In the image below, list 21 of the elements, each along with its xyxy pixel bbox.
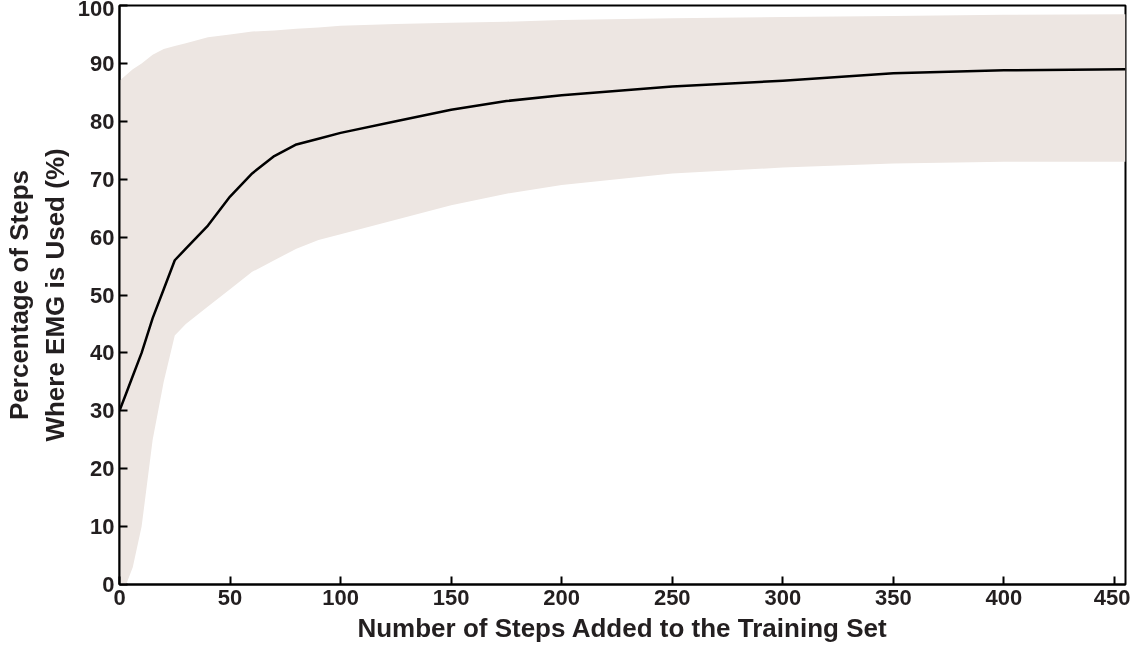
y-tick-label: 100 [77, 0, 115, 21]
x-tick-label: 250 [653, 584, 691, 610]
x-tick-label: 400 [985, 584, 1023, 610]
x-tick-label: 200 [543, 584, 581, 610]
x-tick-label: 150 [432, 584, 470, 610]
x-axis-title: Number of Steps Added to the Training Set [357, 612, 887, 643]
y-tick-label: 70 [90, 166, 115, 192]
x-tick-label: 350 [874, 584, 912, 610]
y-tick-label: 30 [90, 398, 115, 424]
y-tick-label: 40 [90, 340, 115, 366]
y-tick-label: 10 [90, 514, 115, 540]
y-tick-label: 90 [90, 50, 115, 76]
y-tick-label: 60 [90, 224, 115, 250]
y-axis-title: Percentage of Steps Where EMG is Used (%) [3, 148, 70, 442]
y-tick-label: 50 [90, 282, 115, 308]
y-tick-label: 20 [90, 456, 115, 482]
x-tick-label: 50 [217, 584, 243, 610]
x-tick-label: 300 [764, 584, 802, 610]
y-tick-label: 80 [90, 108, 115, 134]
x-tick-label: 100 [322, 584, 359, 610]
x-tick-label: 450 [1093, 584, 1131, 610]
